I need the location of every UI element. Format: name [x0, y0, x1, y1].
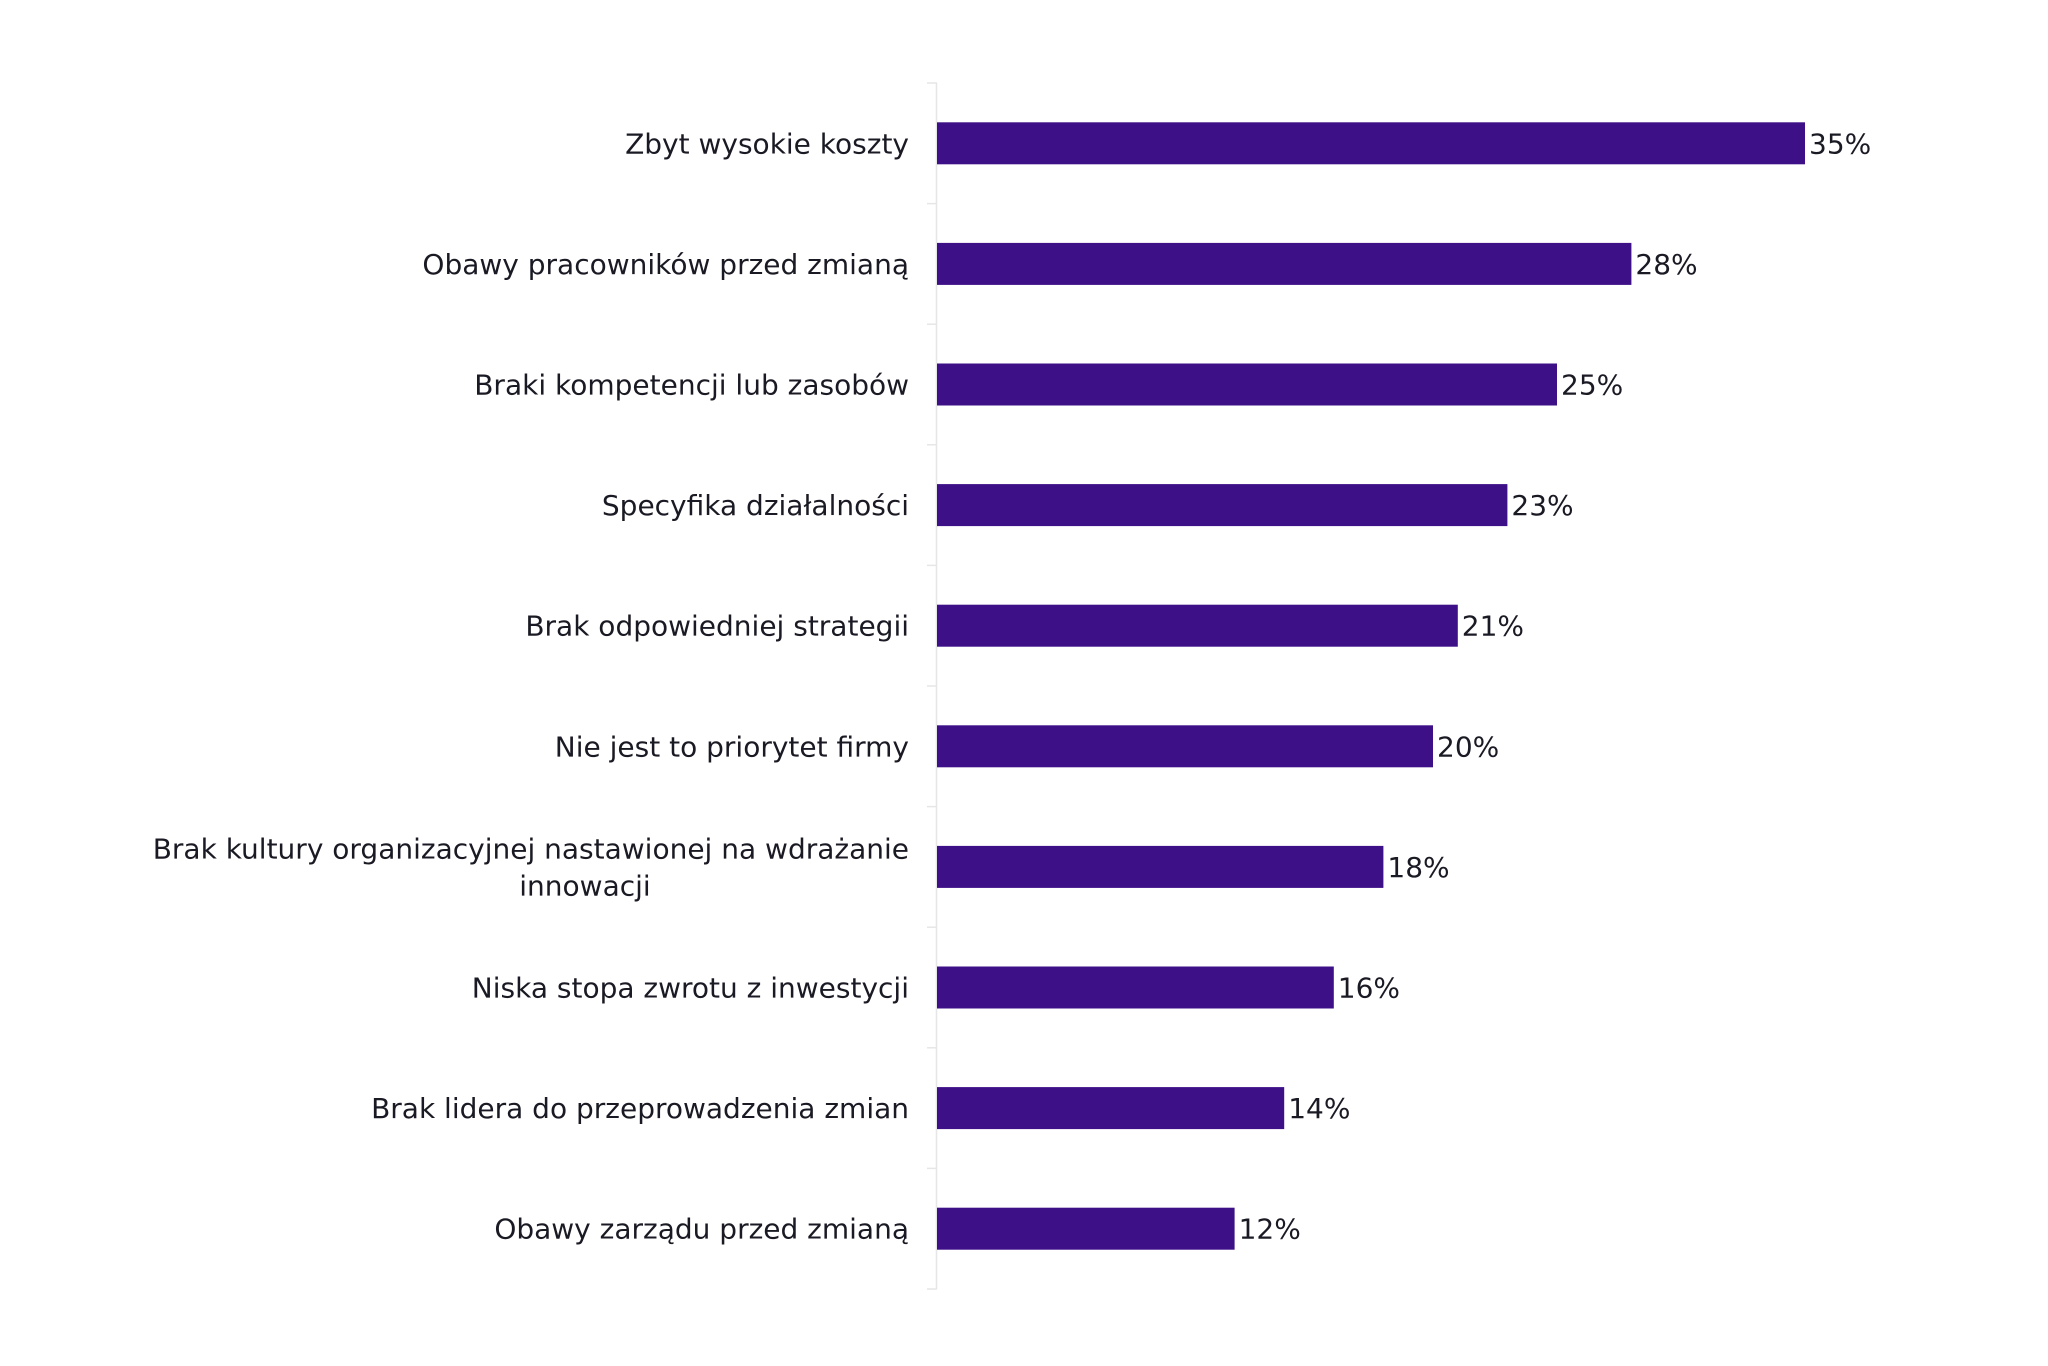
category-label: Obawy pracowników przed zmianą: [422, 248, 909, 281]
category-axis: [927, 82, 938, 1290]
category-label: Niska stopa zwrotu z inwestycji: [472, 972, 909, 1005]
value-label: 35%: [1809, 127, 1871, 160]
category-label-line: Obawy zarządu przed zmianą: [494, 1213, 909, 1246]
category-label: Obawy zarządu przed zmianą: [494, 1213, 909, 1246]
bars-group: [937, 122, 1805, 1250]
bar: [937, 484, 1508, 527]
bar: [937, 242, 1632, 285]
category-label: Zbyt wysokie koszty: [625, 127, 909, 160]
category-label: Brak lidera do przeprowadzenia zmian: [371, 1092, 909, 1125]
value-label: 16%: [1338, 972, 1400, 1005]
bar: [937, 845, 1384, 888]
bar: [937, 122, 1805, 165]
value-labels: 35% 28% 25% 23% 21% 20% 18% 16% 14% 12%: [1239, 127, 1872, 1245]
value-label: 21%: [1462, 610, 1524, 643]
category-label-line: Brak lidera do przeprowadzenia zmian: [371, 1092, 909, 1125]
category-label-line: Specyfika działalności: [602, 489, 909, 522]
value-label: 28%: [1635, 248, 1697, 281]
category-label-line: Zbyt wysokie koszty: [625, 127, 909, 160]
category-label: Brak kultury organizacyjnej nastawionej …: [153, 832, 909, 902]
category-label: Braki kompetencji lub zasobów: [474, 369, 909, 402]
category-label-line: Nie jest to priorytet firmy: [555, 730, 909, 763]
category-label-line: Braki kompetencji lub zasobów: [474, 369, 909, 402]
category-label-line: Brak kultury organizacyjnej nastawionej …: [153, 832, 909, 865]
bar: [937, 363, 1557, 406]
bar: [937, 725, 1433, 768]
category-label: Specyfika działalności: [602, 489, 909, 522]
category-label-line: Brak odpowiedniej strategii: [525, 610, 909, 643]
value-label: 23%: [1511, 489, 1573, 522]
bar: [937, 1207, 1235, 1250]
value-label: 20%: [1437, 730, 1499, 763]
value-label: 25%: [1561, 369, 1623, 402]
category-label: Nie jest to priorytet firmy: [555, 730, 909, 763]
category-label-line: Obawy pracowników przed zmianą: [422, 248, 909, 281]
category-label-line: innowacji: [519, 869, 650, 902]
bar: [937, 966, 1334, 1009]
bar: [937, 1087, 1285, 1130]
value-label: 18%: [1387, 851, 1449, 884]
category-label: Brak odpowiedniej strategii: [525, 610, 909, 643]
value-label: 12%: [1239, 1213, 1301, 1246]
category-labels: Zbyt wysokie koszty Obawy pracowników prz…: [153, 127, 909, 1245]
category-label-line: Niska stopa zwrotu z inwestycji: [472, 972, 909, 1005]
bar: [937, 604, 1458, 647]
value-label: 14%: [1288, 1092, 1350, 1125]
